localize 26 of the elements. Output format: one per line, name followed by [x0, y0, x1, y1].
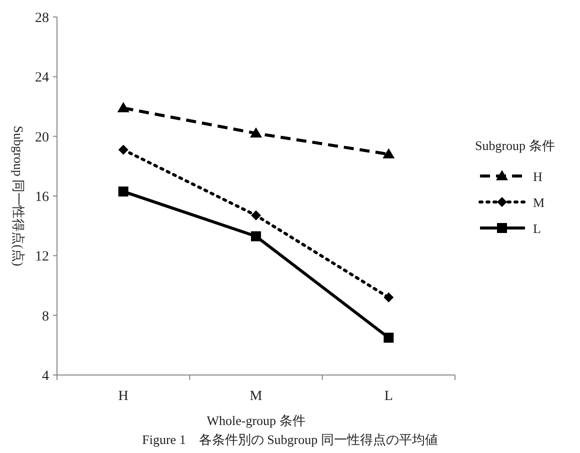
x-axis-title: Whole-group 条件	[206, 413, 306, 428]
y-tick-label: 28	[35, 11, 49, 26]
y-tick-label: 16	[35, 190, 49, 205]
y-tick-label: 12	[35, 250, 49, 265]
point	[117, 102, 130, 112]
point	[118, 186, 128, 197]
point	[384, 332, 394, 343]
legend-title: Subgroup 条件	[475, 138, 555, 153]
x-tick-label: L	[384, 389, 393, 404]
text: Figure 1 各条件別の Subgroup 同一性得点の平均値	[142, 432, 438, 447]
y-tick-label: 24	[35, 70, 49, 86]
point	[382, 148, 395, 158]
y-tick-label: 20	[35, 130, 49, 146]
legend-label: M	[533, 195, 545, 210]
x-tick-label: H	[118, 389, 128, 404]
point	[251, 210, 261, 220]
y-axis-title: Subgroup 同一性得点(点)	[11, 126, 26, 266]
x-tick-label: M	[250, 389, 263, 404]
legend-label: L	[533, 221, 541, 236]
point	[118, 144, 128, 155]
legend-label: H	[533, 169, 542, 184]
y-tick-label: 4	[42, 369, 49, 384]
point	[384, 292, 394, 302]
point	[251, 231, 261, 242]
point	[250, 127, 262, 138]
y-tick-label: 8	[42, 309, 49, 324]
